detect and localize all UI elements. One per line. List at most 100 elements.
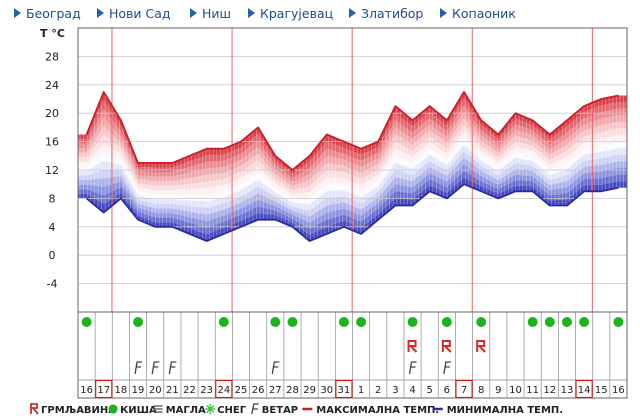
rain-icon bbox=[270, 317, 281, 327]
y-tick-label: 28 bbox=[45, 50, 59, 63]
nav-link-beograd[interactable]: Београд bbox=[14, 4, 81, 22]
nav-link-kragujevac[interactable]: Крагујевац bbox=[248, 4, 333, 22]
rain-icon bbox=[287, 317, 298, 327]
legend-storm-icon bbox=[30, 403, 39, 415]
legend-storm-label: ГРМЉАВИНА bbox=[41, 405, 116, 416]
nav-link-label: Ниш bbox=[202, 5, 231, 21]
arrow-right-icon bbox=[349, 8, 356, 18]
legend-rain-label: КИША bbox=[120, 405, 157, 416]
rain-icon bbox=[407, 317, 418, 327]
y-tick-label: 8 bbox=[49, 192, 56, 205]
legend-wind-icon bbox=[251, 403, 259, 415]
x-tick-label: 25 bbox=[235, 385, 248, 396]
rain-icon bbox=[527, 317, 538, 327]
x-tick-label: 18 bbox=[115, 385, 128, 396]
x-tick-label: 1 bbox=[358, 385, 364, 396]
x-tick-label: 6 bbox=[444, 385, 450, 396]
storm-icon bbox=[441, 340, 452, 353]
legend-fog-label: МАГЛА bbox=[166, 405, 206, 416]
rain-icon bbox=[218, 317, 229, 327]
x-tick-label: 23 bbox=[200, 385, 213, 396]
x-tick-label: 24 bbox=[217, 385, 230, 396]
city-nav-bar: Београд Нови Сад Ниш Крагујевац Златибор… bbox=[0, 0, 640, 24]
highlighted-date-box bbox=[455, 379, 473, 399]
x-tick-label: 9 bbox=[495, 385, 501, 396]
x-tick-label: 10 bbox=[509, 385, 522, 396]
arrow-right-icon bbox=[190, 8, 197, 18]
nav-link-kopaonik[interactable]: Копаоник bbox=[440, 4, 516, 22]
arrow-right-icon bbox=[14, 8, 21, 18]
x-tick-label: 21 bbox=[166, 385, 179, 396]
rain-icon bbox=[544, 317, 555, 327]
nav-link-zlatibor[interactable]: Златибор bbox=[349, 4, 423, 22]
rain-icon bbox=[476, 317, 487, 327]
wind-icon bbox=[443, 361, 451, 375]
highlighted-date-box bbox=[95, 379, 113, 399]
x-tick-label: 12 bbox=[543, 385, 556, 396]
nav-link-label: Нови Сад bbox=[109, 5, 171, 21]
rain-icon bbox=[356, 317, 367, 327]
legend: ГРМЉАВИНА КИША МАГЛА СНЕГ ВЕТАР МАКСИМАЛНА ТЕ… bbox=[30, 403, 563, 416]
legend-rain-icon bbox=[108, 404, 118, 414]
x-tick-label: 8 bbox=[478, 385, 484, 396]
x-tick-label: 14 bbox=[578, 385, 591, 396]
x-tick-label: 3 bbox=[392, 385, 398, 396]
nav-link-label: Београд bbox=[26, 5, 81, 21]
rain-icon bbox=[81, 317, 92, 327]
rain-icon bbox=[338, 317, 349, 327]
temperature-band bbox=[78, 164, 627, 229]
x-tick-label: 5 bbox=[427, 385, 433, 396]
rain-icon bbox=[133, 317, 144, 327]
x-tick-label: 15 bbox=[595, 385, 608, 396]
temperature-band bbox=[78, 98, 627, 179]
storm-icon bbox=[476, 340, 486, 353]
x-tick-label: 20 bbox=[149, 385, 162, 396]
x-tick-label: 26 bbox=[252, 385, 265, 396]
rain-icon bbox=[441, 317, 452, 327]
x-tick-label: 7 bbox=[461, 385, 467, 396]
x-tick-label: 19 bbox=[132, 385, 145, 396]
arrow-right-icon bbox=[248, 8, 255, 18]
arrow-right-icon bbox=[97, 8, 104, 18]
temperature-band bbox=[78, 171, 627, 235]
plot-frame bbox=[77, 27, 628, 313]
x-tick-label: 11 bbox=[526, 385, 539, 396]
y-tick-labels: -4 0 4 8 12 16 20 24 28 bbox=[45, 50, 59, 290]
y-tick-label: 4 bbox=[49, 221, 56, 234]
x-tick-label: 27 bbox=[269, 385, 282, 396]
y-tick-label: 16 bbox=[45, 136, 59, 149]
nav-link-novi-sad[interactable]: Нови Сад bbox=[97, 4, 171, 22]
nav-link-label: Крагујевац bbox=[260, 5, 334, 21]
highlighted-date-box bbox=[215, 379, 233, 399]
nav-link-nis[interactable]: Ниш bbox=[190, 4, 231, 22]
nav-link-label: Копаоник bbox=[452, 5, 516, 21]
x-tick-label: 13 bbox=[561, 385, 574, 396]
wind-icon bbox=[134, 361, 143, 375]
x-tick-label: 16 bbox=[80, 385, 93, 396]
legend-max-label: МАКСИМАЛНА ТЕМП. bbox=[316, 405, 439, 416]
legend-snow-icon bbox=[206, 405, 215, 413]
nav-link-label: Златибор bbox=[361, 5, 424, 21]
x-tick-label: 16 bbox=[612, 385, 625, 396]
rain-icon bbox=[561, 317, 572, 327]
x-tick-labels: 16 17 18 19 20 21 22 23 24 25 26 27 28 29 30 31 1 2 3 4 5 6 7 8… bbox=[80, 379, 625, 399]
series-line-min bbox=[86, 183, 619, 242]
wind-icon bbox=[408, 361, 417, 375]
x-tick-label: 4 bbox=[409, 385, 415, 396]
wind-icon bbox=[271, 361, 280, 375]
x-tick-label: 29 bbox=[303, 385, 316, 396]
highlighted-date-box bbox=[335, 379, 353, 399]
x-tick-label: 17 bbox=[97, 385, 110, 396]
y-tick-label: 24 bbox=[45, 79, 59, 92]
x-tick-label: 2 bbox=[375, 385, 381, 396]
wind-icon bbox=[168, 361, 177, 375]
x-tick-label: 28 bbox=[286, 385, 299, 396]
legend-wind-label: ВЕТАР bbox=[262, 405, 298, 416]
arrow-right-icon bbox=[440, 8, 447, 18]
weather-strip bbox=[77, 311, 628, 399]
storm-icon bbox=[407, 340, 418, 353]
x-tick-label: 30 bbox=[320, 385, 333, 396]
legend-snow-label: СНЕГ bbox=[217, 405, 247, 416]
temperature-band bbox=[78, 105, 627, 183]
